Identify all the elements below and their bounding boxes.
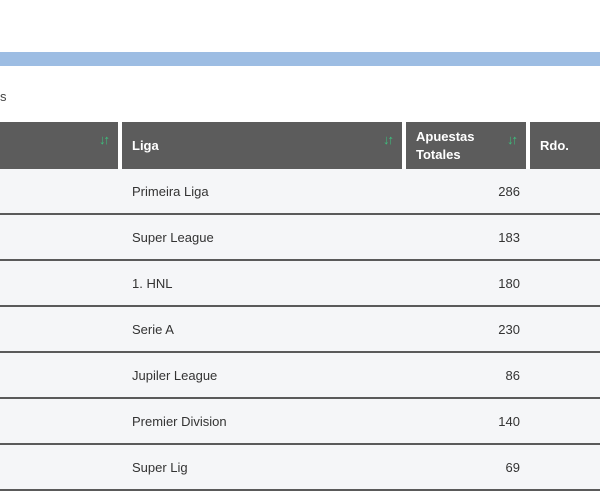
rdo-cell	[530, 215, 600, 261]
table-row[interactable]: Serie A 230	[0, 307, 600, 353]
apuestas-cell: 180	[406, 261, 530, 307]
sort-icon[interactable]: ↓↑	[383, 132, 394, 147]
apuestas-cell: 286	[406, 169, 530, 215]
rdo-cell	[530, 353, 600, 399]
column-header-rdo[interactable]: Rdo.	[530, 122, 600, 169]
liga-cell: Jupiler League	[122, 353, 406, 399]
liga-cell: Primeira Liga	[122, 169, 406, 215]
rdo-cell	[530, 169, 600, 215]
table-row[interactable]: 1. HNL 180	[0, 261, 600, 307]
column-header-liga[interactable]: Liga ↓↑	[122, 122, 406, 169]
partial-label: s	[0, 89, 7, 104]
column-header-first[interactable]: ↓↑	[0, 122, 122, 169]
table-row[interactable]: Primeira Liga 286	[0, 169, 600, 215]
liga-cell: Premier Division	[122, 399, 406, 445]
apuestas-cell: 230	[406, 307, 530, 353]
row-cell-first	[0, 445, 122, 491]
rdo-cell	[530, 445, 600, 491]
apuestas-cell: 69	[406, 445, 530, 491]
column-header-apuestas[interactable]: Apuestas Totales ↓↑	[406, 122, 530, 169]
leagues-table: ↓↑ Liga ↓↑ Apuestas Totales ↓↑ Rdo. Prime…	[0, 122, 600, 491]
apuestas-cell: 140	[406, 399, 530, 445]
apuestas-cell: 86	[406, 353, 530, 399]
liga-cell: Super Lig	[122, 445, 406, 491]
liga-cell: Super League	[122, 215, 406, 261]
table-body: Primeira Liga 286 Super League 183 1. HN…	[0, 169, 600, 491]
row-cell-first	[0, 399, 122, 445]
table-row[interactable]: Super Lig 69	[0, 445, 600, 491]
rdo-cell	[530, 307, 600, 353]
sort-icon[interactable]: ↓↑	[99, 132, 110, 147]
table-row[interactable]: Jupiler League 86	[0, 353, 600, 399]
row-cell-first	[0, 307, 122, 353]
liga-cell: Serie A	[122, 307, 406, 353]
top-color-bar	[0, 52, 600, 66]
row-cell-first	[0, 215, 122, 261]
apuestas-cell: 183	[406, 215, 530, 261]
table-row[interactable]: Super League 183	[0, 215, 600, 261]
table-header-row: ↓↑ Liga ↓↑ Apuestas Totales ↓↑ Rdo.	[0, 122, 600, 169]
sort-icon[interactable]: ↓↑	[507, 132, 518, 147]
row-cell-first	[0, 353, 122, 399]
rdo-cell	[530, 399, 600, 445]
row-cell-first	[0, 169, 122, 215]
row-cell-first	[0, 261, 122, 307]
liga-cell: 1. HNL	[122, 261, 406, 307]
rdo-cell	[530, 261, 600, 307]
table-row[interactable]: Premier Division 140	[0, 399, 600, 445]
